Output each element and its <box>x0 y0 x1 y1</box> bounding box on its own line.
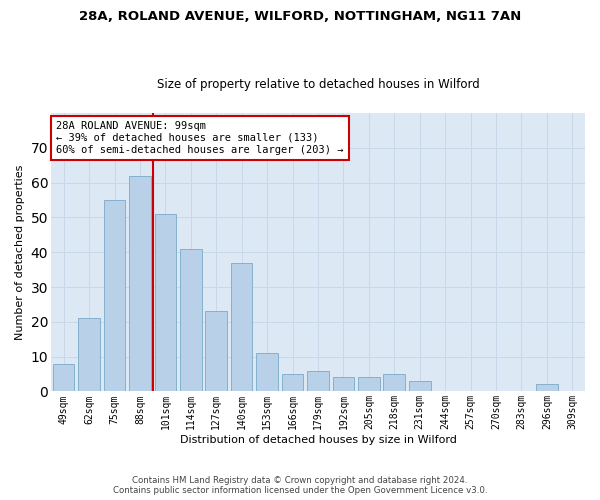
Bar <box>180 248 202 392</box>
Bar <box>536 384 557 392</box>
Bar <box>129 176 151 392</box>
Bar <box>282 374 304 392</box>
Bar <box>231 262 253 392</box>
Bar <box>383 374 405 392</box>
Bar <box>409 381 431 392</box>
Text: Contains HM Land Registry data © Crown copyright and database right 2024.
Contai: Contains HM Land Registry data © Crown c… <box>113 476 487 495</box>
Bar <box>155 214 176 392</box>
Bar <box>332 378 354 392</box>
Bar <box>104 200 125 392</box>
Bar <box>78 318 100 392</box>
Bar <box>256 353 278 392</box>
X-axis label: Distribution of detached houses by size in Wilford: Distribution of detached houses by size … <box>179 435 457 445</box>
Text: 28A, ROLAND AVENUE, WILFORD, NOTTINGHAM, NG11 7AN: 28A, ROLAND AVENUE, WILFORD, NOTTINGHAM,… <box>79 10 521 23</box>
Y-axis label: Number of detached properties: Number of detached properties <box>15 164 25 340</box>
Bar <box>358 378 380 392</box>
Text: 28A ROLAND AVENUE: 99sqm
← 39% of detached houses are smaller (133)
60% of semi-: 28A ROLAND AVENUE: 99sqm ← 39% of detach… <box>56 122 344 154</box>
Bar <box>307 370 329 392</box>
Title: Size of property relative to detached houses in Wilford: Size of property relative to detached ho… <box>157 78 479 91</box>
Bar <box>205 312 227 392</box>
Bar <box>53 364 74 392</box>
